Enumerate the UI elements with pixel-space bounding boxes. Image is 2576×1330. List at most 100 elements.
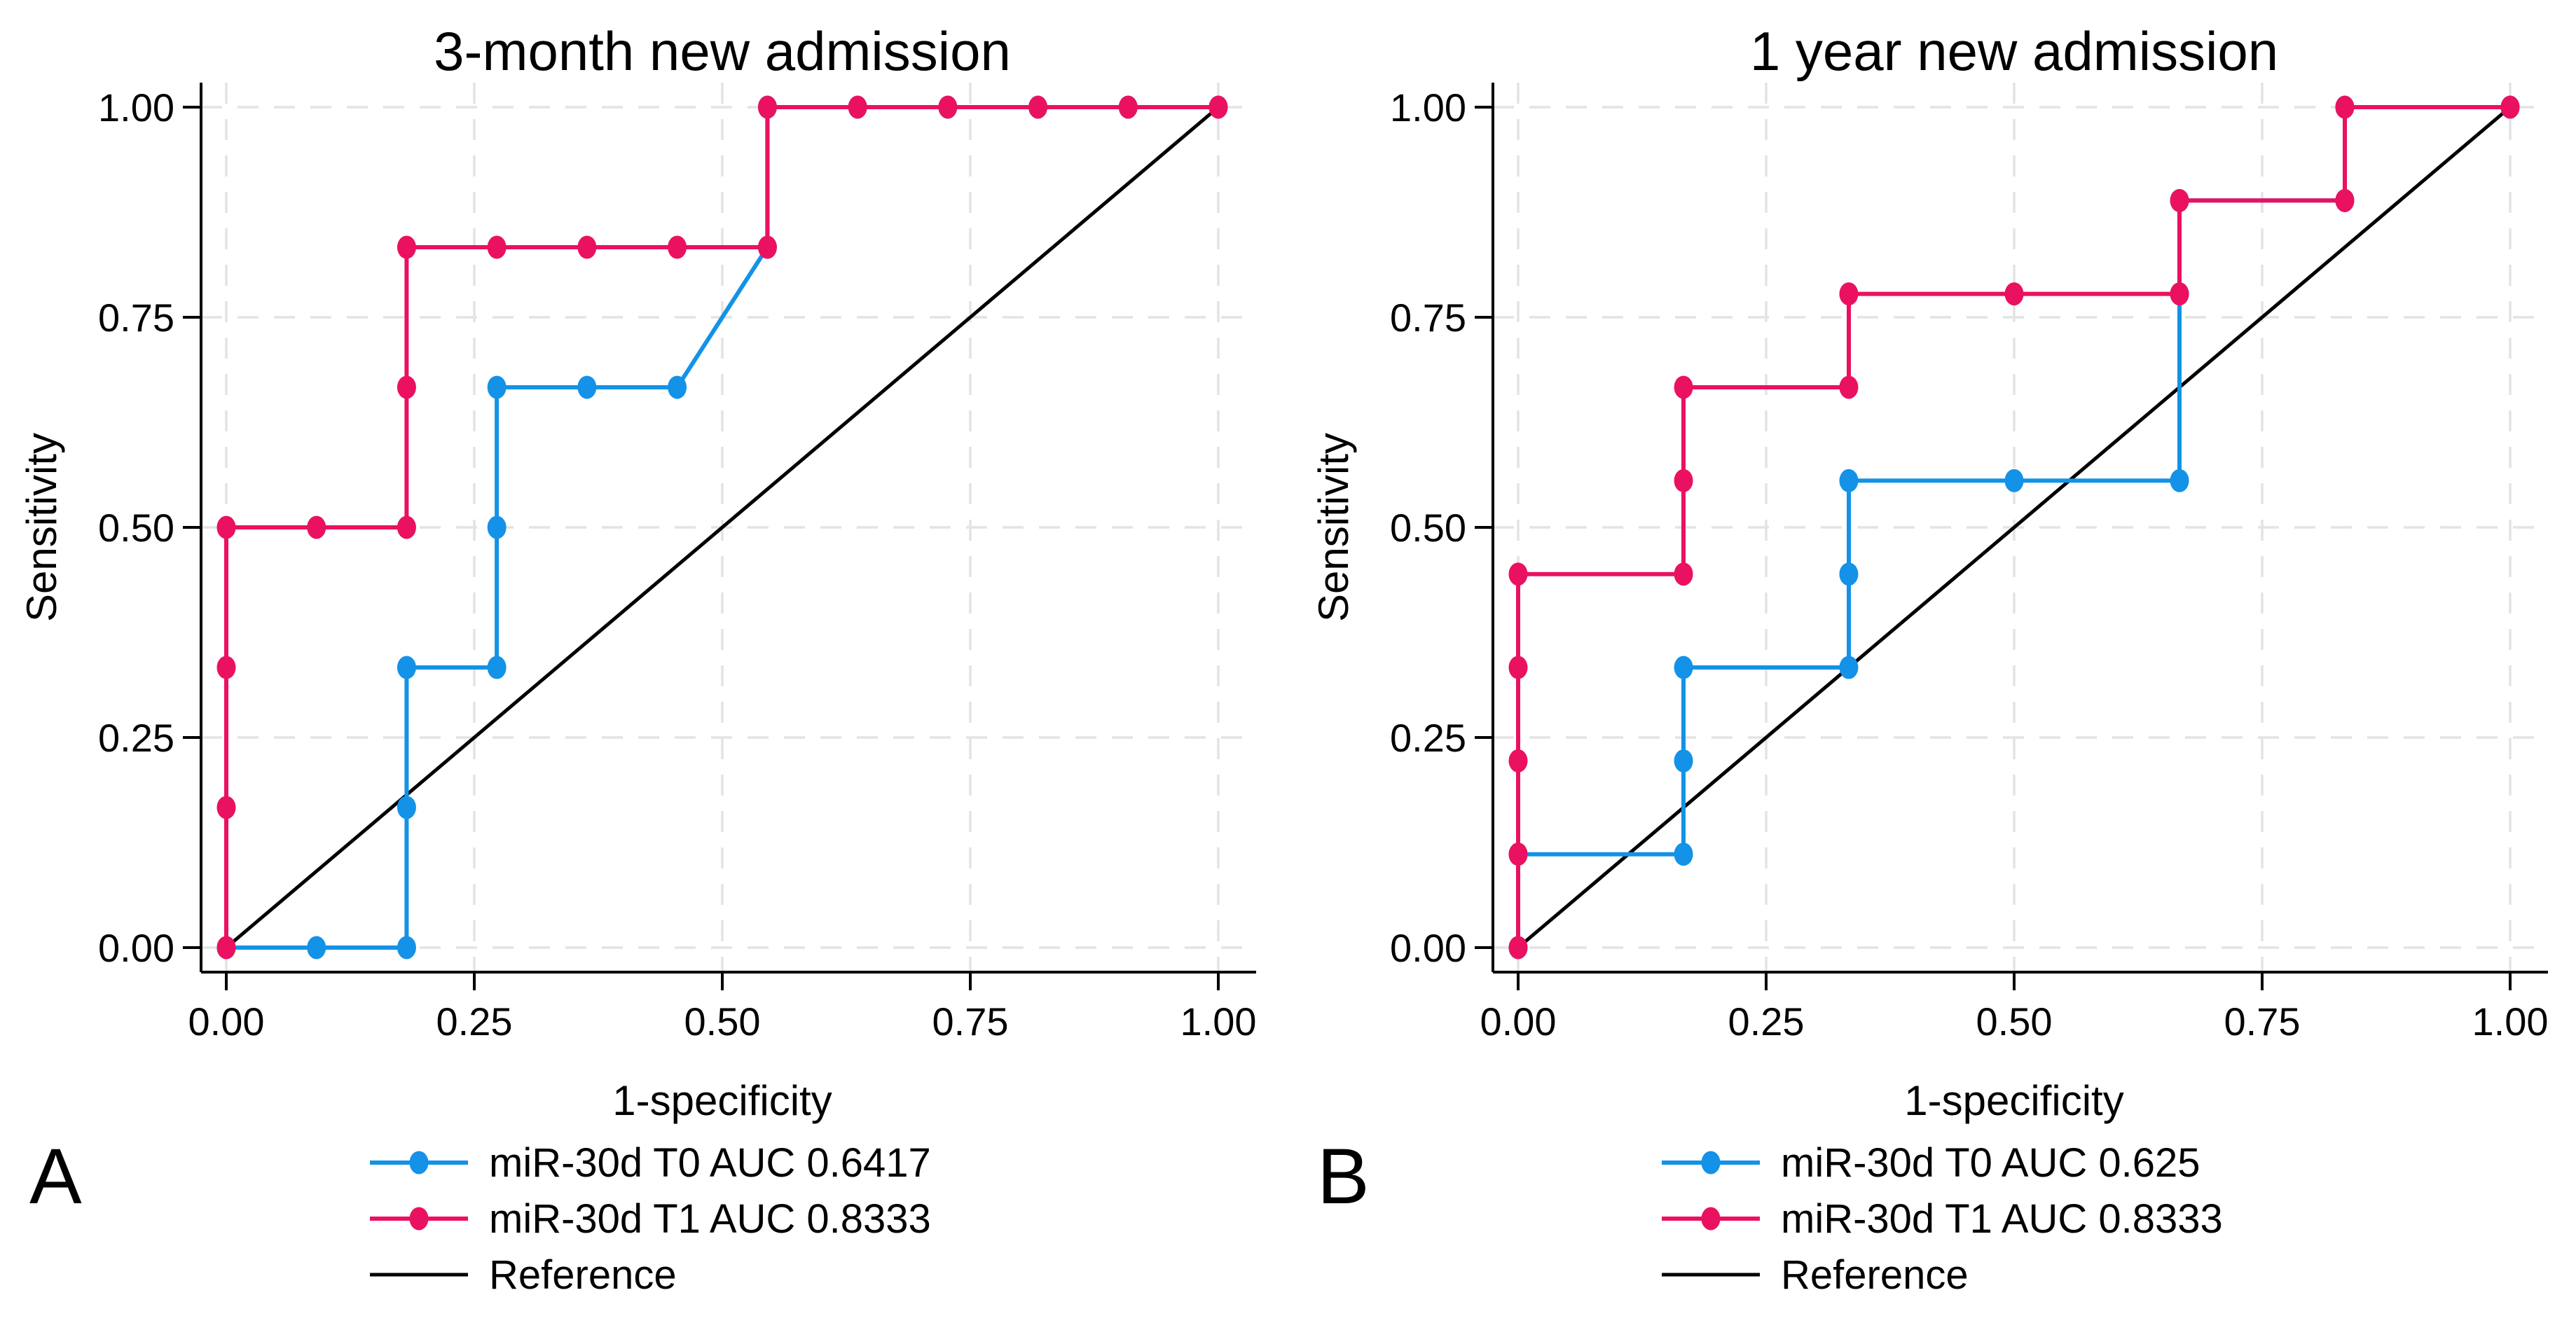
x-tick-label: 1.00 bbox=[2472, 999, 2549, 1044]
panel-b-y-axis-label: Sensitivity bbox=[1310, 433, 1357, 622]
data-point-marker bbox=[307, 936, 326, 960]
y-tick-label: 0.50 bbox=[1390, 506, 1466, 550]
data-point-marker bbox=[1839, 282, 1859, 306]
data-point-marker bbox=[2335, 95, 2355, 119]
legend-entry-mir30d-t1: miR-30d T1 AUC 0.8333 bbox=[1781, 1196, 2223, 1242]
y-tick-label: 0.25 bbox=[98, 716, 174, 760]
data-point-marker bbox=[2335, 188, 2355, 212]
data-point-marker bbox=[1839, 562, 1859, 586]
y-tick-label: 0.75 bbox=[1390, 296, 1466, 340]
data-point-marker bbox=[487, 515, 507, 539]
reference-line bbox=[225, 106, 1220, 949]
legend-entry-mir30d-t0: miR-30d T0 AUC 0.6417 bbox=[489, 1140, 931, 1186]
data-point-marker bbox=[1118, 95, 1138, 119]
data-point-marker bbox=[668, 375, 687, 399]
data-point-marker bbox=[1674, 749, 1693, 773]
panel-b-letter: B bbox=[1317, 1132, 1370, 1220]
data-point-marker bbox=[1674, 843, 1693, 866]
y-tick-label: 0.25 bbox=[1390, 716, 1466, 760]
x-tick-label: 0.00 bbox=[1480, 999, 1557, 1044]
panel-b: 0.00 0.25 0.50 0.75 1.00 0.00 0.25 0.50 0.75 1.00… bbox=[1310, 20, 2549, 1298]
data-point-marker bbox=[1028, 95, 1048, 119]
data-point-marker bbox=[757, 95, 777, 119]
data-point-marker bbox=[216, 656, 236, 679]
data-point-marker bbox=[1674, 562, 1693, 586]
x-tick-label: 0.25 bbox=[436, 999, 513, 1044]
x-tick-label: 0.75 bbox=[2224, 999, 2301, 1044]
data-point-marker bbox=[1674, 656, 1693, 679]
panel-a-plot-area: 0.00 0.25 0.50 0.75 1.00 0.00 0.25 0.50 0.75 1.00 bbox=[98, 83, 1257, 1277]
x-tick-label: 0.25 bbox=[1728, 999, 1805, 1044]
data-point-marker bbox=[757, 235, 777, 259]
data-point-marker bbox=[1839, 656, 1859, 679]
y-tick-label: 1.00 bbox=[98, 85, 174, 130]
y-tick-label: 0.50 bbox=[98, 506, 174, 550]
data-point-marker bbox=[397, 515, 416, 539]
panel-a-x-axis-label: 1-specificity bbox=[612, 1077, 832, 1124]
legend-entry-reference: Reference bbox=[489, 1252, 677, 1298]
y-tick-label: 0.00 bbox=[1390, 926, 1466, 970]
data-point-marker bbox=[1208, 95, 1228, 119]
panel-a: 0.00 0.25 0.50 0.75 1.00 0.00 0.25 0.50 0.75 1.00… bbox=[18, 20, 1257, 1298]
data-point-marker bbox=[1508, 749, 1528, 773]
data-point-marker bbox=[2170, 469, 2189, 492]
data-point-marker bbox=[307, 515, 326, 539]
data-point-marker bbox=[577, 235, 597, 259]
legend-entry-mir30d-t1: miR-30d T1 AUC 0.8333 bbox=[489, 1196, 931, 1242]
data-point-marker bbox=[397, 235, 416, 259]
panel-b-legend: miR-30d T0 AUC 0.625 miR-30d T1 AUC 0.83… bbox=[1781, 1140, 2223, 1298]
panel-a-legend: miR-30d T0 AUC 0.6417 miR-30d T1 AUC 0.8… bbox=[489, 1140, 931, 1298]
data-point-marker bbox=[397, 936, 416, 960]
panel-a-letter: A bbox=[29, 1132, 82, 1220]
legend-symbol-marker bbox=[409, 1151, 429, 1175]
data-point-marker bbox=[2500, 95, 2520, 119]
panel-b-title: 1 year new admission bbox=[1750, 20, 2278, 82]
legend-entry-reference: Reference bbox=[1781, 1252, 1969, 1298]
x-tick-label: 1.00 bbox=[1180, 999, 1257, 1044]
data-point-marker bbox=[397, 656, 416, 679]
data-point-marker bbox=[2004, 282, 2024, 306]
data-point-marker bbox=[2170, 282, 2189, 306]
data-point-marker bbox=[216, 796, 236, 819]
data-point-marker bbox=[1508, 562, 1528, 586]
legend-symbol-marker bbox=[1701, 1207, 1721, 1231]
data-point-marker bbox=[487, 375, 507, 399]
data-point-marker bbox=[397, 796, 416, 819]
data-point-marker bbox=[397, 375, 416, 399]
data-point-marker bbox=[1839, 375, 1859, 399]
data-point-marker bbox=[938, 95, 958, 119]
x-tick-label: 0.50 bbox=[1976, 999, 2053, 1044]
x-tick-label: 0.75 bbox=[932, 999, 1009, 1044]
x-tick-label: 0.50 bbox=[684, 999, 761, 1044]
y-tick-label: 0.75 bbox=[98, 296, 174, 340]
data-point-marker bbox=[487, 656, 507, 679]
y-tick-label: 1.00 bbox=[1390, 85, 1466, 130]
data-point-marker bbox=[1508, 656, 1528, 679]
panel-b-plot-area: 0.00 0.25 0.50 0.75 1.00 0.00 0.25 0.50 0.75 1.00 bbox=[1390, 83, 2549, 1277]
data-point-marker bbox=[2004, 469, 2024, 492]
y-tick-label: 0.00 bbox=[98, 926, 174, 970]
panel-a-y-axis-label: Sensitivity bbox=[18, 433, 65, 622]
x-tick-label: 0.00 bbox=[188, 999, 265, 1044]
data-point-marker bbox=[1508, 843, 1528, 866]
data-point-marker bbox=[216, 936, 236, 960]
roc-curve bbox=[224, 105, 1218, 948]
data-point-marker bbox=[1839, 469, 1859, 492]
data-point-marker bbox=[487, 235, 507, 259]
legend-entry-mir30d-t0: miR-30d T0 AUC 0.625 bbox=[1781, 1140, 2200, 1186]
data-point-marker bbox=[1674, 375, 1693, 399]
roc-curve bbox=[1516, 105, 2510, 948]
panel-b-x-axis-label: 1-specificity bbox=[1904, 1077, 2123, 1124]
data-point-marker bbox=[1674, 469, 1693, 492]
data-point-marker bbox=[668, 235, 687, 259]
panel-a-title: 3-month new admission bbox=[434, 20, 1011, 82]
data-point-marker bbox=[848, 95, 867, 119]
legend-symbol-marker bbox=[409, 1207, 429, 1231]
data-point-marker bbox=[2170, 188, 2189, 212]
legend-symbol-marker bbox=[1701, 1151, 1721, 1175]
data-point-marker bbox=[577, 375, 597, 399]
data-point-marker bbox=[1508, 936, 1528, 960]
data-point-marker bbox=[216, 515, 236, 539]
